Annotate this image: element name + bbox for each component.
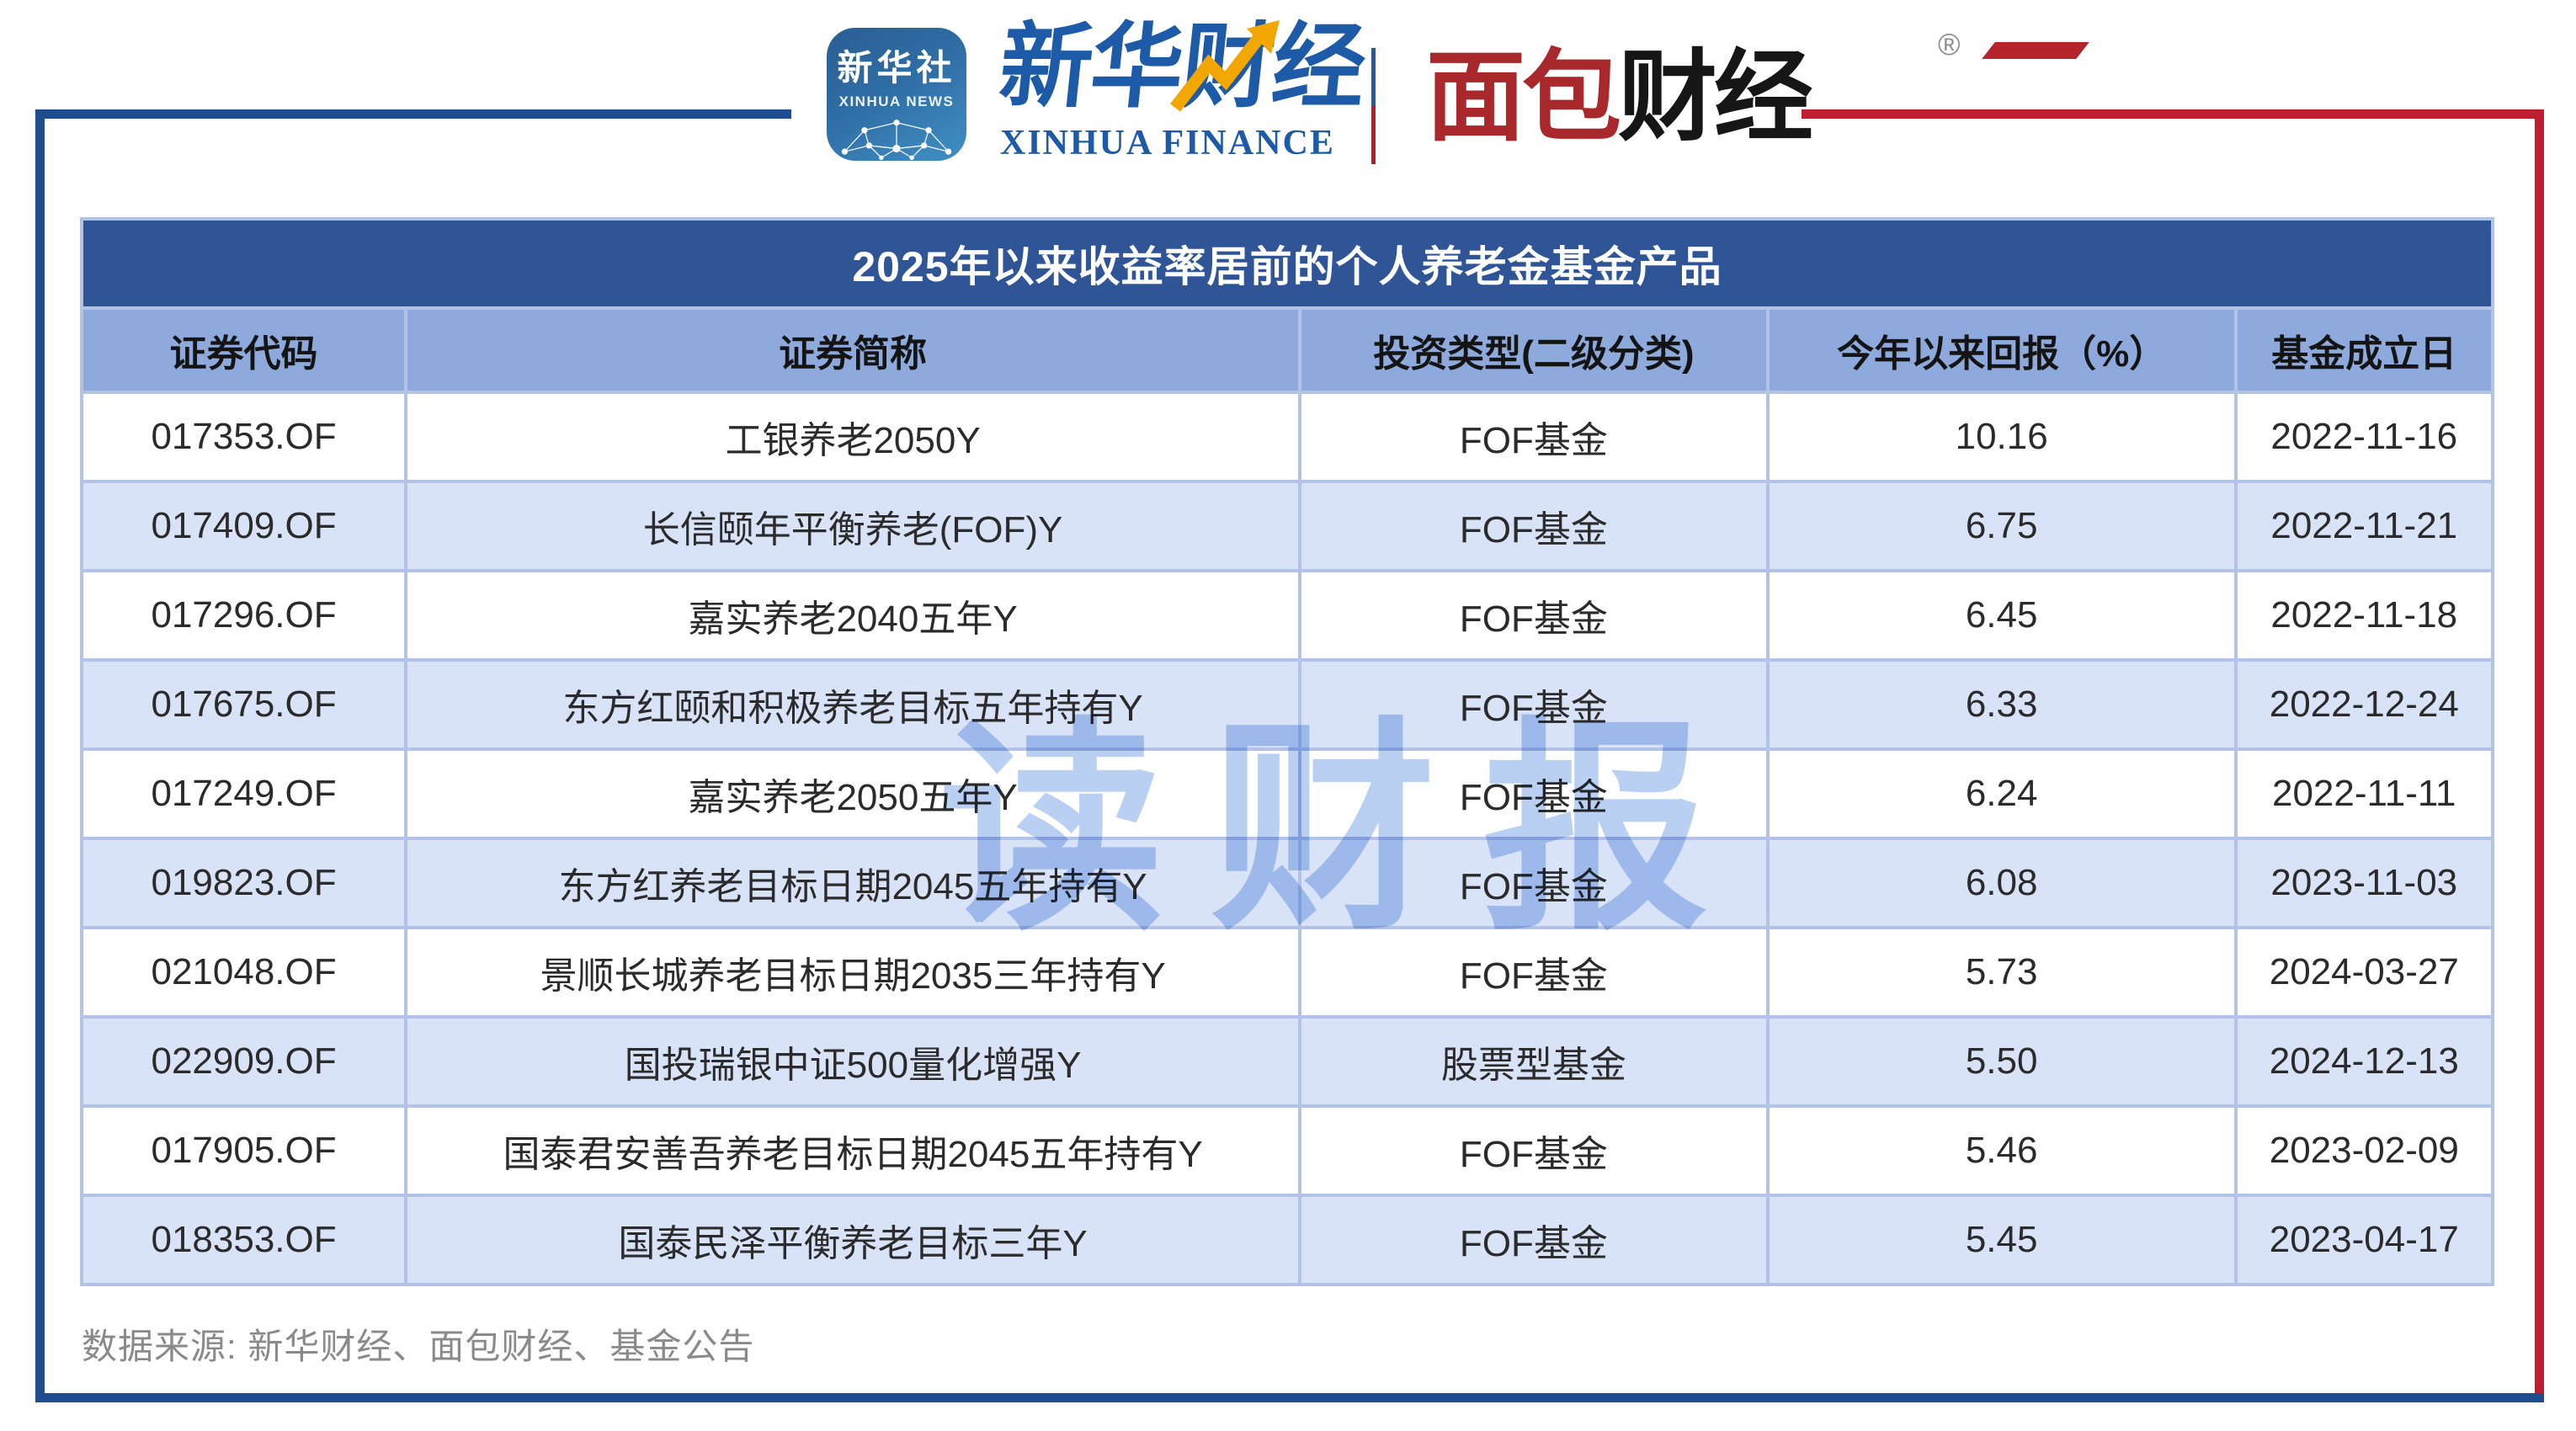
return-cell: 6.33 xyxy=(1769,662,2234,747)
name-cell: 工银养老2050Y xyxy=(407,394,1299,480)
table-row: 017409.OF 长信颐年平衡养老(FOF)Y FOF基金 6.75 2022… xyxy=(83,483,2491,569)
return-cell: 5.50 xyxy=(1769,1019,2234,1104)
code-cell: 017675.OF xyxy=(83,662,405,747)
type-cell: FOF基金 xyxy=(1301,840,1766,926)
name-cell: 景顺长城养老目标日期2035三年持有Y xyxy=(407,929,1299,1015)
name-cell: 国泰民泽平衡养老目标三年Y xyxy=(407,1197,1299,1283)
return-cell: 6.45 xyxy=(1769,572,2234,658)
code-cell: 022909.OF xyxy=(83,1019,405,1104)
column-header-type: 投资类型(二级分类) xyxy=(1301,310,1766,391)
column-header-name: 证券简称 xyxy=(407,310,1299,391)
network-graphic-icon xyxy=(841,120,952,161)
bread-finance-wordmark-red: 面包 xyxy=(1426,42,1621,153)
registered-trademark-icon: ® xyxy=(1938,27,1961,61)
code-cell: 017353.OF xyxy=(83,394,405,480)
frame-border-top-right xyxy=(1802,109,2544,119)
table-row: 017905.OF 国泰君安善吾养老目标日期2045五年持有Y FOF基金 5.… xyxy=(83,1108,2491,1194)
name-cell: 嘉实养老2040五年Y xyxy=(407,572,1299,658)
xinhua-news-app-title: 新华社 xyxy=(837,48,956,88)
code-cell: 018353.OF xyxy=(83,1197,405,1283)
code-cell: 017249.OF xyxy=(83,751,405,837)
xinhua-finance-wordmark: 新华财经 xyxy=(994,15,1370,119)
established-cell: 2022-11-21 xyxy=(2237,483,2491,569)
table-row: 017353.OF 工银养老2050Y FOF基金 10.16 2022-11-… xyxy=(83,394,2491,480)
xinhua-news-app-subtitle: XINHUA NEWS xyxy=(838,93,955,109)
name-cell: 国泰君安善吾养老目标日期2045五年持有Y xyxy=(407,1108,1299,1194)
table-row: 017675.OF 东方红颐和积极养老目标五年持有Y FOF基金 6.33 20… xyxy=(83,662,2491,747)
xinhua-news-app-icon: 新华社 XINHUA NEWS xyxy=(827,28,966,161)
type-cell: FOF基金 xyxy=(1301,572,1766,658)
logo-divider xyxy=(1371,48,1376,164)
xinhua-finance-logo: 新华财经 XINHUA FINANCE xyxy=(995,15,1370,175)
return-cell: 5.46 xyxy=(1769,1108,2234,1194)
established-cell: 2023-04-17 xyxy=(2237,1197,2491,1283)
name-cell: 东方红颐和积极养老目标五年持有Y xyxy=(407,662,1299,747)
table-row: 017296.OF 嘉实养老2040五年Y FOF基金 6.45 2022-11… xyxy=(83,572,2491,658)
type-cell: FOF基金 xyxy=(1301,929,1766,1015)
type-cell: FOF基金 xyxy=(1301,483,1766,569)
data-source-note: 数据来源: 新华财经、面包财经、基金公告 xyxy=(82,1327,755,1366)
table-title: 2025年以来收益率居前的个人养老金基金产品 xyxy=(83,221,2491,306)
xinhua-finance-en-wordmark: XINHUA FINANCE xyxy=(1000,123,1335,162)
table-row: 022909.OF 国投瑞银中证500量化增强Y 股票型基金 5.50 2024… xyxy=(83,1019,2491,1104)
table-row: 021048.OF 景顺长城养老目标日期2035三年持有Y FOF基金 5.73… xyxy=(83,929,2491,1015)
code-cell: 017296.OF xyxy=(83,572,405,658)
table-title-row: 2025年以来收益率居前的个人养老金基金产品 xyxy=(83,221,2491,306)
return-cell: 5.73 xyxy=(1769,929,2234,1015)
established-cell: 2024-03-27 xyxy=(2237,929,2491,1015)
frame-border-left xyxy=(35,109,45,1402)
table-row: 018353.OF 国泰民泽平衡养老目标三年Y FOF基金 5.45 2023-… xyxy=(83,1197,2491,1283)
established-cell: 2023-02-09 xyxy=(2237,1108,2491,1194)
established-cell: 2024-12-13 xyxy=(2237,1019,2491,1104)
type-cell: FOF基金 xyxy=(1301,1197,1766,1283)
name-cell: 国投瑞银中证500量化增强Y xyxy=(407,1019,1299,1104)
type-cell: FOF基金 xyxy=(1301,751,1766,837)
established-cell: 2022-11-16 xyxy=(2237,394,2491,480)
name-cell: 东方红养老目标日期2045五年持有Y xyxy=(407,840,1299,926)
return-cell: 6.24 xyxy=(1769,751,2234,837)
table-row: 017249.OF 嘉实养老2050五年Y FOF基金 6.24 2022-11… xyxy=(83,751,2491,837)
code-cell: 019823.OF xyxy=(83,840,405,926)
column-header-return: 今年以来回报（%） xyxy=(1769,310,2234,391)
return-cell: 10.16 xyxy=(1769,394,2234,480)
established-cell: 2022-11-18 xyxy=(2237,572,2491,658)
frame-border-right xyxy=(2535,109,2544,1402)
type-cell: FOF基金 xyxy=(1301,394,1766,480)
type-cell: 股票型基金 xyxy=(1301,1019,1766,1104)
established-cell: 2022-12-24 xyxy=(2237,662,2491,747)
name-cell: 长信颐年平衡养老(FOF)Y xyxy=(407,483,1299,569)
frame-border-bottom xyxy=(35,1393,2544,1402)
return-cell: 5.45 xyxy=(1769,1197,2234,1283)
name-cell: 嘉实养老2050五年Y xyxy=(407,751,1299,837)
table-row: 019823.OF 东方红养老目标日期2045五年持有Y FOF基金 6.08 … xyxy=(83,840,2491,926)
logo-divider-blue xyxy=(1371,48,1376,106)
code-cell: 017409.OF xyxy=(83,483,405,569)
bread-finance-wordmark-black: 财经 xyxy=(1618,42,1813,153)
return-cell: 6.75 xyxy=(1769,483,2234,569)
table-header-row: 证券代码 证券简称 投资类型(二级分类) 今年以来回报（%） 基金成立日 xyxy=(83,310,2491,391)
pension-fund-table: 2025年以来收益率居前的个人养老金基金产品 证券代码 证券简称 投资类型(二级… xyxy=(80,217,2494,1286)
code-cell: 021048.OF xyxy=(83,929,405,1015)
bread-logo-accent-stroke xyxy=(1982,42,2089,59)
type-cell: FOF基金 xyxy=(1301,662,1766,747)
bread-finance-logo: 面包财经 ® xyxy=(1426,27,2089,167)
established-cell: 2022-11-11 xyxy=(2237,751,2491,837)
return-cell: 6.08 xyxy=(1769,840,2234,926)
established-cell: 2023-11-03 xyxy=(2237,840,2491,926)
code-cell: 017905.OF xyxy=(83,1108,405,1194)
logo-divider-red xyxy=(1371,106,1376,164)
frame-border-top-left xyxy=(35,109,791,119)
column-header-established: 基金成立日 xyxy=(2237,310,2491,391)
column-header-code: 证券代码 xyxy=(83,310,405,391)
type-cell: FOF基金 xyxy=(1301,1108,1766,1194)
